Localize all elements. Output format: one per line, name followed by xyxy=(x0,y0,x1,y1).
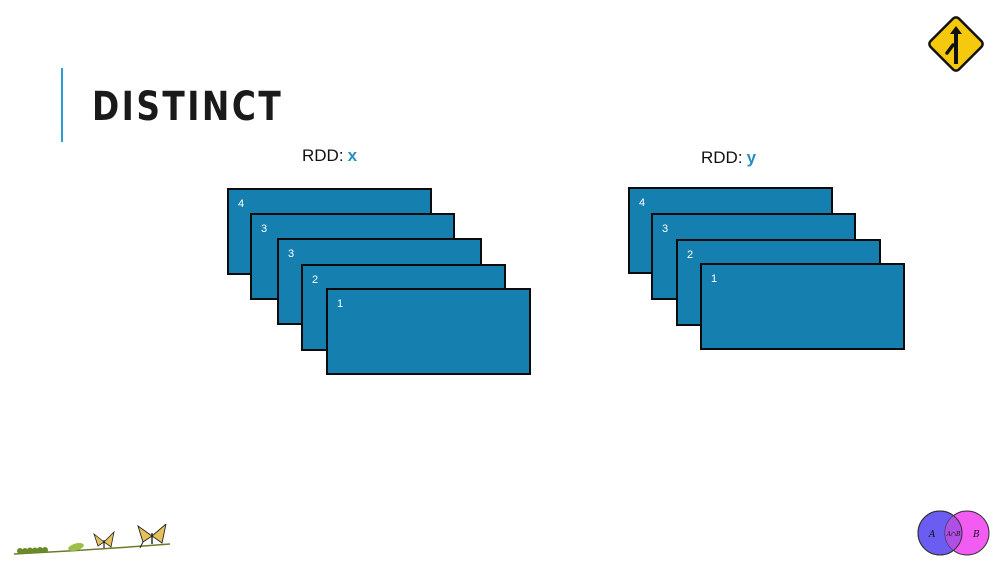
rdd-x-label-prefix: RDD: xyxy=(302,146,344,165)
partition-number: 2 xyxy=(312,274,319,286)
rdd-y-partition: 1 xyxy=(700,263,905,350)
rdd-y-label: RDD: y xyxy=(701,148,756,168)
venn-left-label: A xyxy=(928,530,936,540)
venn-intersection-label: A∩B xyxy=(946,531,961,538)
partition-number: 1 xyxy=(337,298,344,310)
partition-number: 3 xyxy=(288,248,295,260)
partition-number: 3 xyxy=(662,223,669,235)
rdd-x-variable: x xyxy=(347,146,358,165)
venn-right-label: B xyxy=(972,530,980,540)
rdd-y-variable: y xyxy=(746,148,757,167)
rdd-x-partition: 1 xyxy=(326,288,531,375)
slide-title: DISTINCT xyxy=(92,84,284,130)
venn-diagram-icon: A A∩B B xyxy=(917,510,990,556)
partition-number: 4 xyxy=(639,197,646,209)
rdd-y-label-prefix: RDD: xyxy=(701,148,743,167)
rdd-x-label: RDD: x xyxy=(302,146,357,166)
partition-number: 3 xyxy=(261,223,268,235)
caterpillar-butterfly-metamorphosis-icon xyxy=(13,524,171,555)
partition-number: 2 xyxy=(687,249,694,261)
partition-number: 4 xyxy=(238,198,245,210)
merge-sign-icon xyxy=(928,16,984,72)
partition-number: 1 xyxy=(711,273,718,285)
accent-bar xyxy=(61,68,63,142)
